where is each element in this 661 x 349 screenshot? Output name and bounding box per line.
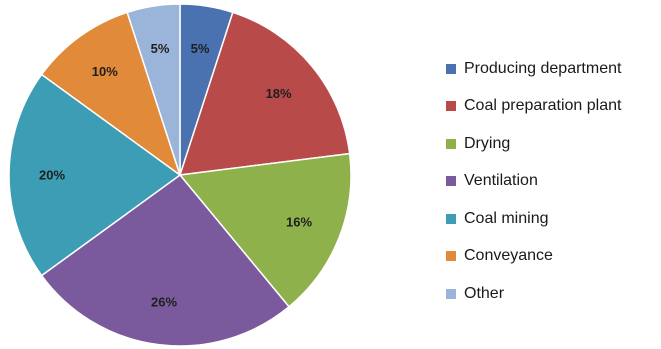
legend-item: Drying <box>446 125 621 163</box>
slice-value-label: 20% <box>39 168 65 183</box>
legend-swatch <box>446 251 456 262</box>
legend-label: Drying <box>464 134 511 152</box>
legend-label: Ventilation <box>464 172 538 190</box>
slice-value-label: 16% <box>286 215 312 230</box>
legend-label: Producing department <box>464 59 622 77</box>
slice-value-label: 26% <box>151 295 177 310</box>
slice-value-label: 10% <box>92 64 118 79</box>
pie-slice <box>126 3 181 176</box>
slice-value-label: 18% <box>266 86 292 101</box>
legend-swatch <box>446 288 456 299</box>
pie-slice <box>8 73 182 277</box>
legend-label: Conveyance <box>464 247 553 265</box>
legend-swatch <box>446 63 456 74</box>
pie-slice <box>178 152 352 308</box>
pie-slice <box>40 11 182 177</box>
legend-label: Coal mining <box>464 209 549 227</box>
legend-swatch <box>446 213 456 224</box>
legend-item: Producing department <box>446 50 621 88</box>
legend-item: Conveyance <box>446 238 621 276</box>
legend-swatch <box>446 101 456 112</box>
legend: Producing department Coal preparation pla… <box>446 50 621 313</box>
legend-label: Coal preparation plant <box>464 97 622 115</box>
legend-item: Coal mining <box>446 200 621 238</box>
slice-value-label: 5% <box>191 41 210 56</box>
legend-item: Other <box>446 275 621 313</box>
legend-swatch <box>446 138 456 149</box>
pie-slice <box>178 11 351 176</box>
legend-swatch <box>446 176 456 187</box>
legend-item: Ventilation <box>446 163 621 201</box>
legend-label: Other <box>464 284 505 302</box>
legend-item: Coal preparation plant <box>446 88 621 126</box>
pie-slice <box>40 173 291 347</box>
slice-value-label: 5% <box>151 41 170 56</box>
